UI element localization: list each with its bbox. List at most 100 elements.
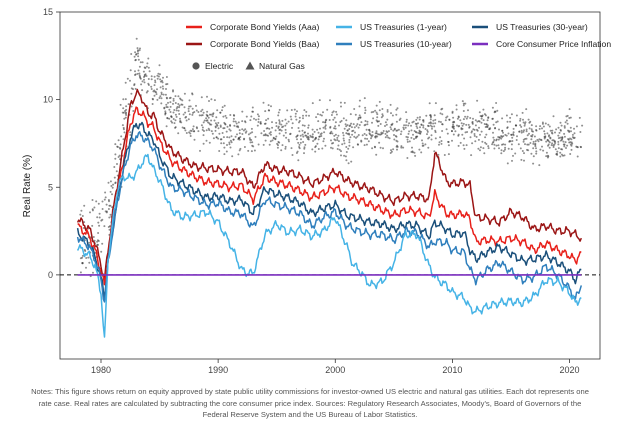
- scatter-point: [92, 271, 94, 274]
- scatter-point: [535, 150, 538, 153]
- scatter-point: [97, 240, 100, 242]
- scatter-point: [520, 158, 523, 161]
- scatter-point: [530, 130, 533, 132]
- scatter-point: [178, 104, 181, 107]
- scatter-point: [532, 155, 535, 158]
- scatter-point: [332, 110, 335, 113]
- scatter-point: [127, 103, 130, 106]
- scatter-point: [272, 136, 275, 139]
- scatter-point: [542, 149, 545, 152]
- scatter-point: [396, 107, 399, 110]
- scatter-point: [431, 127, 433, 130]
- scatter-point: [322, 121, 325, 124]
- scatter-point: [175, 107, 178, 110]
- scatter-point: [104, 210, 107, 213]
- scatter-point: [464, 131, 467, 134]
- scatter-point: [79, 271, 82, 274]
- scatter-point: [108, 228, 111, 231]
- scatter-point: [461, 133, 464, 136]
- scatter-point: [419, 116, 421, 119]
- scatter-point: [277, 114, 280, 117]
- scatter-point: [403, 124, 406, 127]
- scatter-point: [205, 119, 208, 122]
- scatter-point: [353, 126, 356, 129]
- scatter-point: [563, 125, 566, 128]
- scatter-point: [239, 136, 242, 138]
- scatter-point: [325, 118, 328, 121]
- scatter-point: [477, 138, 480, 141]
- scatter-point: [557, 137, 560, 140]
- scatter-point: [351, 133, 354, 136]
- scatter-point: [216, 109, 219, 112]
- scatter-point: [307, 132, 309, 135]
- scatter-point: [156, 98, 159, 101]
- scatter-point: [284, 124, 287, 127]
- scatter-point: [79, 213, 82, 216]
- series-line-0: [76, 88, 582, 281]
- scatter-point: [257, 118, 260, 121]
- scatter-point: [378, 100, 381, 103]
- scatter-point: [241, 110, 244, 113]
- scatter-point: [179, 98, 182, 101]
- scatter-point: [166, 83, 169, 85]
- scatter-point: [363, 97, 366, 100]
- scatter-point: [495, 121, 498, 124]
- scatter-point: [485, 123, 488, 126]
- scatter-point: [201, 128, 204, 131]
- scatter-point: [153, 75, 156, 78]
- scatter-point: [569, 126, 572, 129]
- scatter-point: [302, 135, 305, 138]
- scatter-point: [160, 102, 163, 105]
- scatter-point: [413, 130, 416, 132]
- scatter-point: [125, 108, 128, 111]
- scatter-point: [523, 152, 525, 155]
- scatter-point: [532, 147, 535, 150]
- scatter-point: [396, 129, 399, 132]
- scatter-point: [364, 109, 367, 112]
- scatter-point: [580, 146, 582, 149]
- scatter-point: [126, 77, 129, 80]
- scatter-point: [294, 115, 297, 118]
- scatter-point: [278, 121, 281, 123]
- scatter-point: [429, 124, 432, 127]
- scatter-point: [208, 100, 210, 102]
- scatter-point: [153, 84, 156, 87]
- scatter-point: [526, 134, 529, 137]
- scatter-point: [343, 139, 345, 142]
- scatter-point: [132, 110, 135, 112]
- scatter-point: [174, 126, 177, 129]
- scatter-point: [221, 109, 223, 112]
- scatter-point: [81, 215, 84, 217]
- scatter-point: [134, 70, 136, 73]
- scatter-point: [115, 170, 118, 173]
- scatter-point: [314, 145, 317, 148]
- scatter-point: [153, 94, 156, 97]
- scatter-point: [297, 141, 300, 144]
- scatter-point: [420, 130, 423, 133]
- scatter-point: [514, 124, 517, 127]
- legend-label-0: Corporate Bond Yields (Aaa): [210, 22, 320, 32]
- scatter-point: [324, 124, 327, 127]
- scatter-point: [320, 132, 323, 135]
- scatter-point: [297, 127, 300, 129]
- scatter-point: [563, 145, 566, 148]
- scatter-point: [313, 130, 316, 133]
- scatter-point: [334, 133, 337, 136]
- scatter-point: [164, 113, 167, 116]
- scatter-point: [461, 100, 464, 103]
- scatter-point: [408, 122, 411, 125]
- scatter-point: [88, 261, 91, 264]
- scatter-point: [364, 137, 367, 140]
- scatter-point: [202, 142, 205, 145]
- scatter-point: [217, 121, 220, 124]
- scatter-point: [537, 140, 540, 143]
- scatter-point: [566, 144, 569, 147]
- scatter-point: [413, 138, 415, 140]
- scatter-point: [356, 143, 359, 146]
- scatter-point: [559, 121, 562, 124]
- scatter-point: [439, 121, 442, 123]
- scatter-point: [85, 257, 88, 259]
- scatter-point: [469, 117, 472, 119]
- scatter-point: [224, 122, 227, 125]
- x-tick-label-2010: 2010: [442, 365, 462, 375]
